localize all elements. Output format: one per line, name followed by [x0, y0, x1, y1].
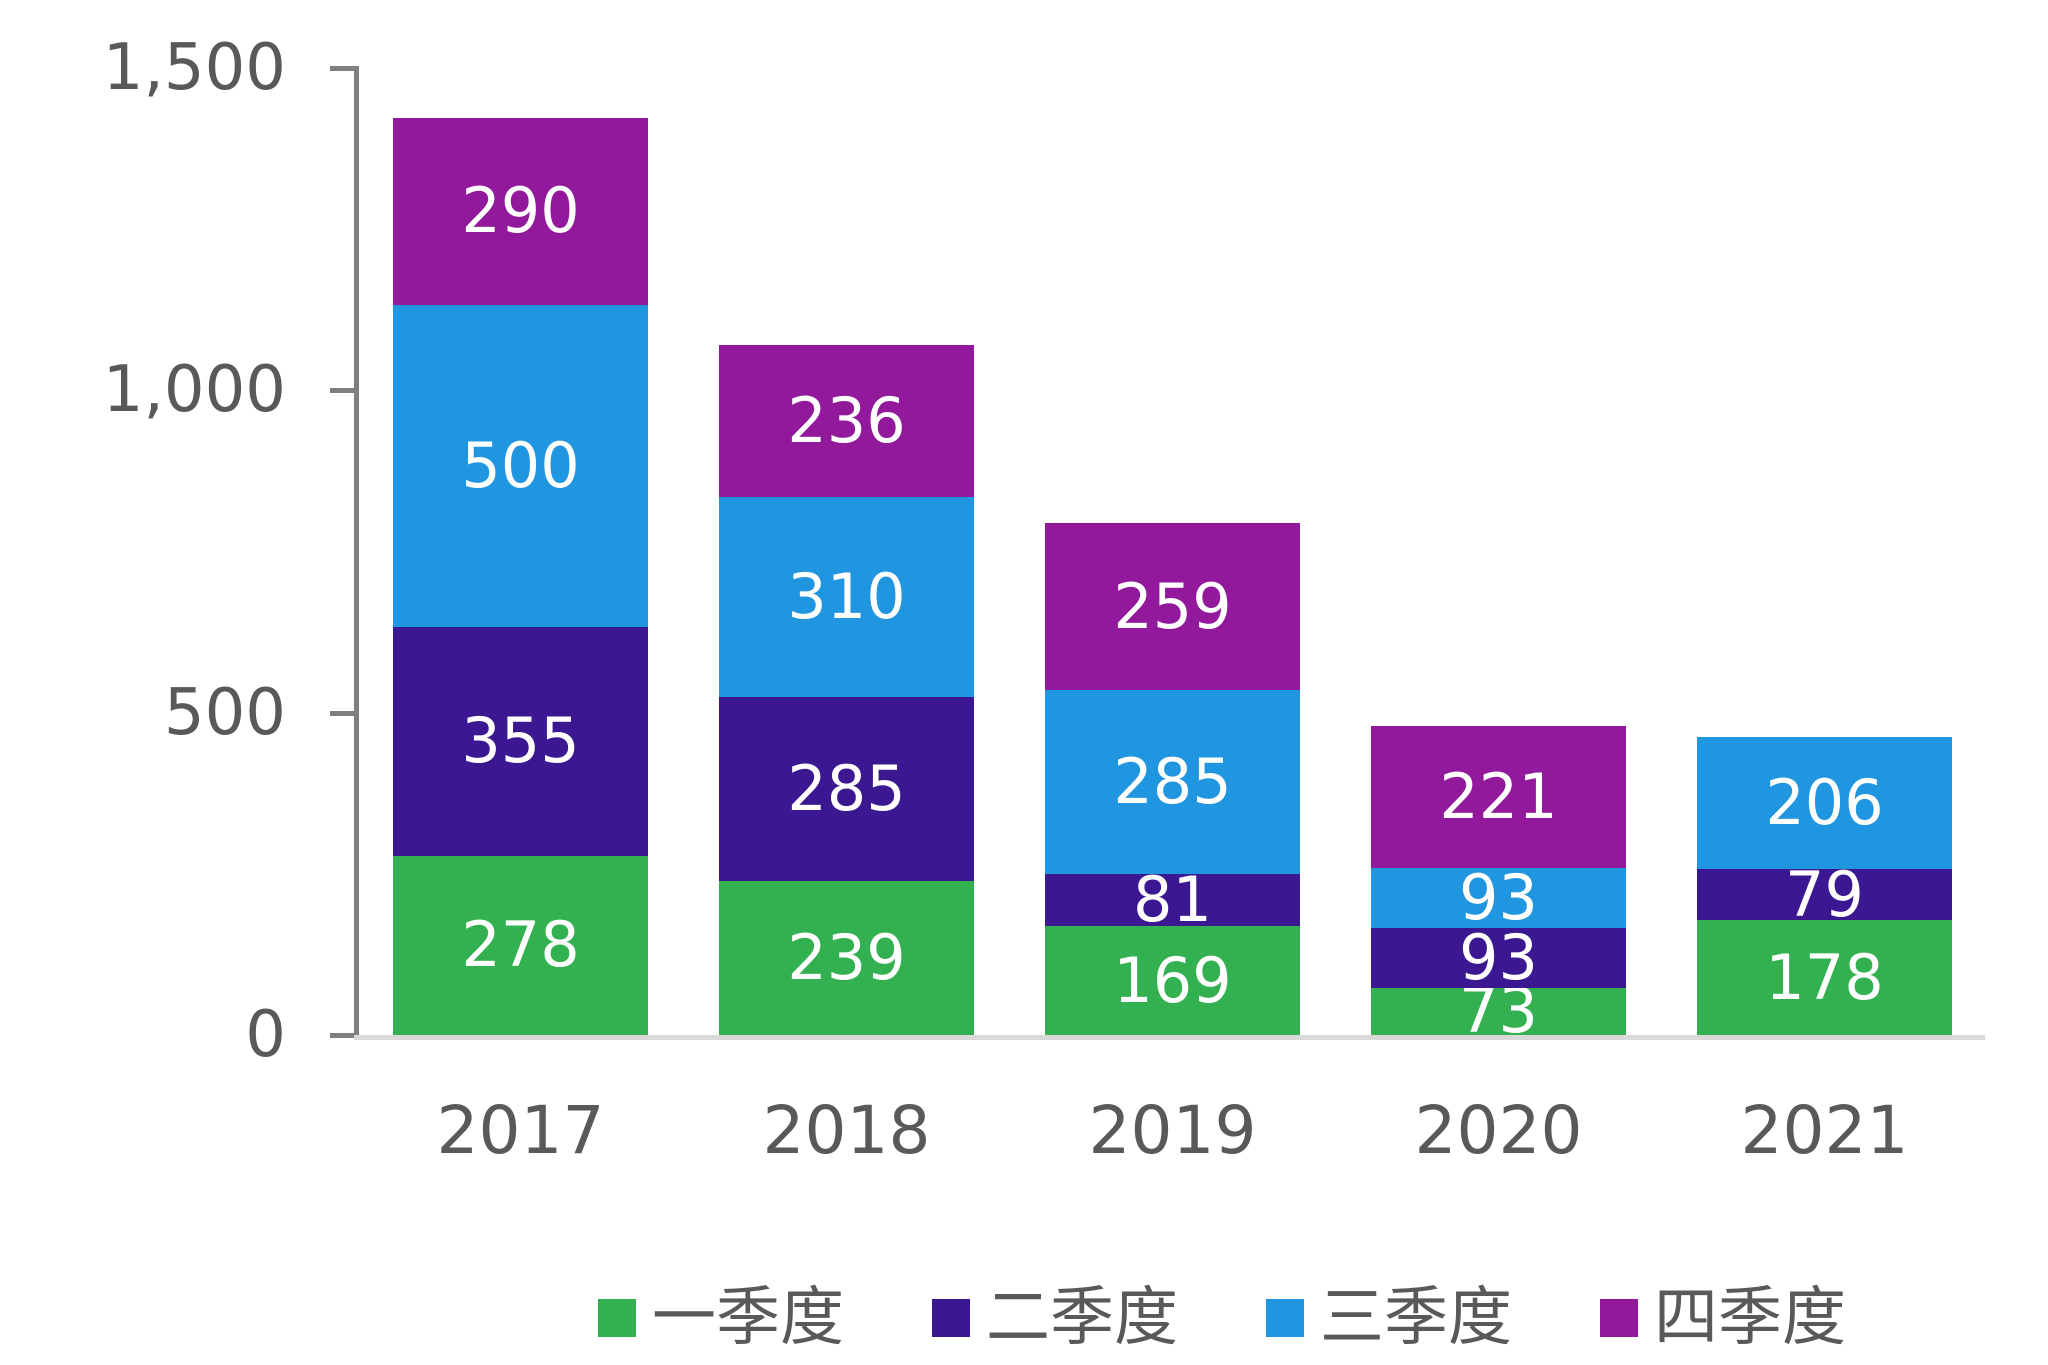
y-tick-label: 1,000	[102, 353, 286, 428]
y-tick-mark	[330, 710, 354, 716]
legend-label: 一季度	[652, 1281, 844, 1355]
bar-value-label: 221	[1439, 759, 1558, 833]
x-axis-label-2018: 2018	[762, 1092, 931, 1169]
bar-segment-2021-三季度	[1697, 736, 1952, 870]
legend-entry-三季度: 三季度	[1266, 1286, 1512, 1350]
legend-label: 三季度	[1320, 1281, 1512, 1355]
bar-value-label: 93	[1459, 920, 1538, 994]
legend-swatch-icon	[598, 1299, 636, 1337]
y-tick-mark	[330, 388, 354, 394]
legend-entry-一季度: 一季度	[598, 1286, 844, 1350]
legend-swatch-icon	[1266, 1299, 1304, 1337]
legend-entry-二季度: 二季度	[932, 1286, 1178, 1350]
bar-segment-2017-一季度	[393, 855, 648, 1035]
bar-segment-2020-四季度	[1371, 725, 1626, 869]
x-axis-label-2019: 2019	[1088, 1092, 1257, 1169]
bar-value-label: 93	[1459, 861, 1538, 934]
bar-segment-2019-三季度	[1045, 690, 1300, 874]
bar-value-label: 169	[1113, 943, 1232, 1017]
bar-segment-2018-三季度	[719, 497, 974, 698]
bar-value-label: 500	[461, 428, 580, 502]
bar-segment-2021-一季度	[1697, 920, 1952, 1035]
legend-label: 四季度	[1654, 1281, 1846, 1355]
bar-value-label: 178	[1765, 940, 1884, 1014]
legend-swatch-icon	[932, 1299, 970, 1337]
bar-segment-2019-二季度	[1045, 873, 1300, 927]
legend-entry-四季度: 四季度	[1600, 1286, 1846, 1350]
bar-segment-2020-二季度	[1371, 927, 1626, 988]
bar-value-label: 259	[1113, 569, 1232, 643]
x-axis-label-2017: 2017	[436, 1092, 605, 1169]
bar-value-label: 73	[1459, 974, 1538, 1048]
bar-segment-2020-一季度	[1371, 987, 1626, 1035]
bar-value-label: 79	[1785, 857, 1864, 931]
bar-segment-2018-四季度	[719, 345, 974, 498]
bar-segment-2021-二季度	[1697, 869, 1952, 921]
bar-value-label: 290	[461, 174, 580, 248]
y-tick-label: 500	[163, 675, 286, 750]
legend-swatch-icon	[1600, 1299, 1638, 1337]
y-tick-label: 0	[245, 998, 286, 1072]
y-axis-line	[354, 66, 359, 1040]
bar-segment-2020-三季度	[1371, 868, 1626, 928]
bar-value-label: 285	[1113, 744, 1232, 818]
x-axis-label-2021: 2021	[1740, 1092, 1909, 1169]
bar-value-label: 236	[787, 384, 906, 458]
bar-segment-2018-一季度	[719, 880, 974, 1035]
bar-segment-2018-二季度	[719, 697, 974, 881]
y-tick-mark	[330, 66, 354, 71]
bar-value-label: 310	[787, 560, 906, 634]
x-axis-label-2020: 2020	[1414, 1092, 1583, 1169]
bar-segment-2017-二季度	[393, 626, 648, 856]
bar-segment-2017-四季度	[393, 117, 648, 305]
bar-segment-2019-一季度	[1045, 926, 1300, 1035]
bar-segment-2017-三季度	[393, 304, 648, 627]
y-tick-mark	[330, 1033, 354, 1038]
bar-value-label: 81	[1133, 862, 1212, 936]
bar-value-label: 355	[461, 704, 580, 778]
bar-value-label: 285	[787, 752, 906, 826]
bar-segment-2019-四季度	[1045, 523, 1300, 691]
legend: 一季度 二季度 三季度 四季度	[598, 1286, 1846, 1350]
bar-value-label: 278	[461, 908, 580, 982]
bar-value-label: 239	[787, 920, 906, 994]
legend-label: 二季度	[986, 1281, 1178, 1355]
x-baseline	[354, 1035, 1985, 1040]
bar-value-label: 206	[1765, 765, 1884, 839]
y-tick-label: 1,500	[102, 31, 286, 105]
